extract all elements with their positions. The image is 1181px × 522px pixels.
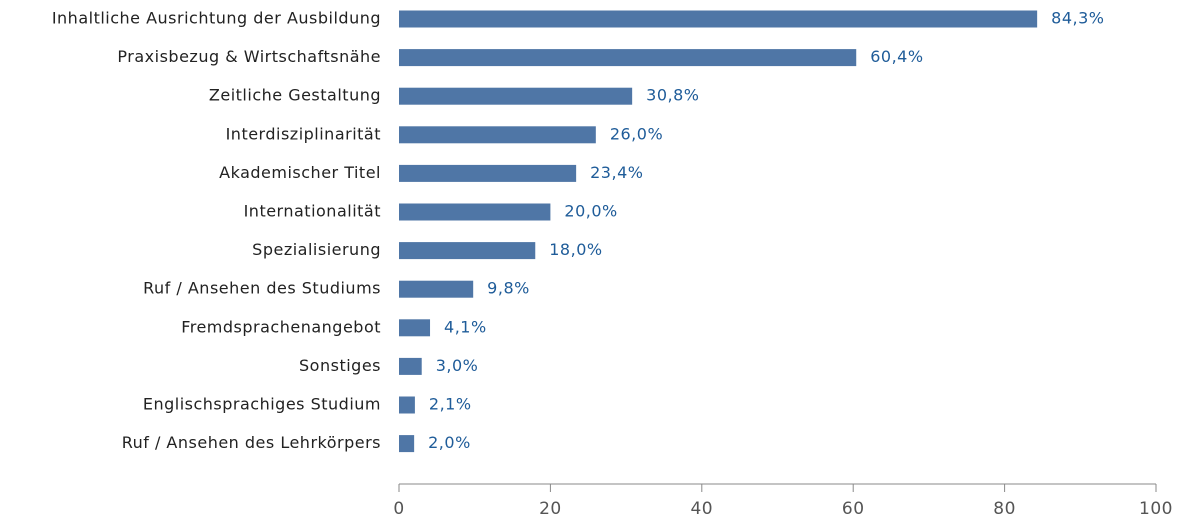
bar xyxy=(399,280,474,298)
y-tick-label: Akademischer Titel xyxy=(219,163,381,182)
y-tick-label: Interdisziplinarität xyxy=(226,124,381,143)
value-label: 3,0% xyxy=(436,356,479,375)
y-tick-label: Sonstiges xyxy=(299,356,381,375)
value-label: 9,8% xyxy=(487,279,530,298)
value-label: 26,0% xyxy=(610,124,663,143)
bar xyxy=(399,126,596,144)
value-label: 2,1% xyxy=(429,395,472,414)
y-tick-label: Ruf / Ansehen des Lehrkörpers xyxy=(122,433,381,452)
value-label: 60,4% xyxy=(870,47,923,66)
y-tick-label: Spezialisierung xyxy=(252,240,381,259)
value-label: 20,0% xyxy=(564,202,617,221)
value-label: 4,1% xyxy=(444,317,487,336)
value-label: 2,0% xyxy=(428,433,471,452)
y-tick-label: Internationalität xyxy=(244,202,381,221)
x-tick-label: 100 xyxy=(1139,499,1173,519)
bar xyxy=(399,242,536,260)
value-label: 23,4% xyxy=(590,163,643,182)
value-label: 84,3% xyxy=(1051,9,1104,28)
x-tick-label: 20 xyxy=(539,499,562,519)
y-tick-label: Zeitliche Gestaltung xyxy=(209,86,381,105)
y-tick-label: Inhaltliche Ausrichtung der Ausbildung xyxy=(52,9,381,28)
x-tick-label: 0 xyxy=(393,499,404,519)
value-label: 18,0% xyxy=(549,240,602,259)
y-tick-label: Fremdsprachenangebot xyxy=(181,317,381,336)
bar xyxy=(399,319,431,337)
x-tick-label: 60 xyxy=(842,499,865,519)
y-tick-label: Englischsprachiges Studium xyxy=(143,395,381,414)
bar xyxy=(399,10,1038,28)
value-label: 30,8% xyxy=(646,86,699,105)
y-tick-label: Ruf / Ansehen des Studiums xyxy=(143,279,381,298)
bar xyxy=(399,203,551,221)
bar xyxy=(399,357,422,375)
x-tick-label: 80 xyxy=(993,499,1016,519)
bar xyxy=(399,435,415,453)
bar xyxy=(399,164,577,182)
bar xyxy=(399,87,633,105)
bar xyxy=(399,49,857,67)
y-tick-label: Praxisbezug & Wirtschaftsnähe xyxy=(117,47,381,66)
bar xyxy=(399,396,415,414)
x-tick-label: 40 xyxy=(690,499,713,519)
